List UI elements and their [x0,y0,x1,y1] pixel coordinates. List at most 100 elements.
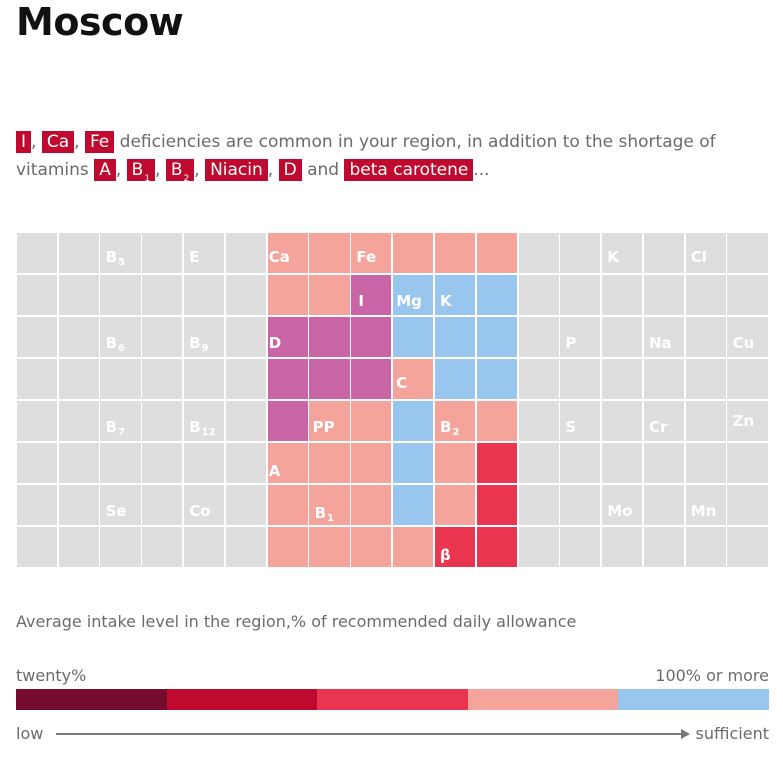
grid-cell [392,484,434,526]
grid-cell [518,358,559,400]
grid-cell [560,526,601,568]
nutrient-label: C [396,374,407,392]
grid-cell [434,232,476,274]
grid-cell [100,232,141,274]
nutrient-label: K [607,248,619,266]
grid-cell [16,358,58,400]
nutrient-symbol: B [105,248,118,266]
nutrient-symbol: I [358,292,364,310]
grid-cell [225,442,267,484]
nutrient-symbol: E [189,248,200,266]
grid-cell [601,358,643,400]
nutrient-symbol: Cr [649,418,668,436]
grid-cell [183,526,225,568]
legend-segment [317,689,468,710]
nutrient-label: Fe [356,248,376,266]
legend-color-scale [16,689,769,710]
grid-cell [309,442,350,484]
grid-cell [685,484,726,526]
grid-cell [351,526,392,568]
grid-cell [518,526,559,568]
grid-cell [309,232,350,274]
grid-cell [225,316,267,358]
grid-cell [727,526,768,568]
grid-cell [142,316,183,358]
nutrient-symbol: B [189,334,201,352]
axis-high-label: sufficient [695,724,769,743]
nutrient-label: Cu [733,334,755,352]
grid-cell [685,442,726,484]
grid-cell [16,274,58,316]
grid-cell [727,400,768,442]
arrow-right-icon [56,729,690,739]
grid-cell [643,400,685,442]
nutrient-label: B2 [440,418,459,438]
grid-cell [392,274,434,316]
grid-cell [560,400,601,442]
nutrient-label: Ca [269,248,290,266]
nutrient-label: Cr [649,418,667,436]
grid-cell [434,484,476,526]
nutrient-label: K [440,292,452,310]
grid-cell [309,358,350,400]
grid-cell [183,400,225,442]
nutrient-label: P [565,334,576,352]
page-title: Moscow [16,0,184,44]
tag-vitamin-b1: B1 [126,159,156,184]
grid-cell [183,358,225,400]
grid-cell [16,442,58,484]
grid-cell [560,484,601,526]
nutrient-symbol: A [268,462,281,480]
deficiency-summary: I, Ca, Fe deficiencies are common in you… [16,131,716,184]
grid-cell [267,442,308,484]
nutrient-label: Co [189,502,210,520]
grid-cell [476,400,517,442]
grid-cell [351,232,392,274]
nutrient-label: A [269,462,281,480]
and-word: and [307,160,340,180]
nutrient-label: I [358,292,364,310]
nutrient-label: B7 [105,418,125,438]
grid-cell [518,232,559,274]
grid-cell [309,274,350,316]
nutrient-symbol: B [105,418,118,436]
grid-cell [100,442,141,484]
grid-cell [351,400,392,442]
nutrient-symbol: Na [649,334,672,352]
grid-cell [601,526,643,568]
grid-cell [58,232,99,274]
tag-niacin: Niacin [205,159,268,181]
grid-cell [476,316,517,358]
nutrient-subscript: 5 [118,257,125,268]
grid-cell [601,232,643,274]
legend-segment [467,689,619,710]
nutrient-symbol: Mn [690,502,717,520]
grid-cell [267,484,308,526]
grid-cell [100,274,141,316]
nutrient-subscript: 1 [327,513,334,524]
grid-cell [434,442,476,484]
grid-cell [727,274,768,316]
grid-cell [142,526,183,568]
grid-cell [225,232,267,274]
grid-cell [560,358,601,400]
grid-cell [476,442,517,484]
grid-cell [434,358,476,400]
grid-cell [476,526,517,568]
grid-cell [183,232,225,274]
grid-cell [727,316,768,358]
grid-cell [392,232,434,274]
grid-cell [309,400,350,442]
nutrient-symbol: Zn [732,412,755,430]
grid-cell [267,526,308,568]
nutrient-symbol: Mo [607,502,633,520]
nutrient-symbol: B [440,418,452,436]
grid-cell [727,358,768,400]
nutrient-symbol: B [314,504,327,522]
grid-cell [267,316,308,358]
nutrient-label: B1 [314,504,334,524]
legend-max-label: 100% or more [655,666,769,685]
nutrient-subscript: 9 [201,343,209,354]
grid-cell [142,274,183,316]
nutrient-label: Se [106,502,127,520]
